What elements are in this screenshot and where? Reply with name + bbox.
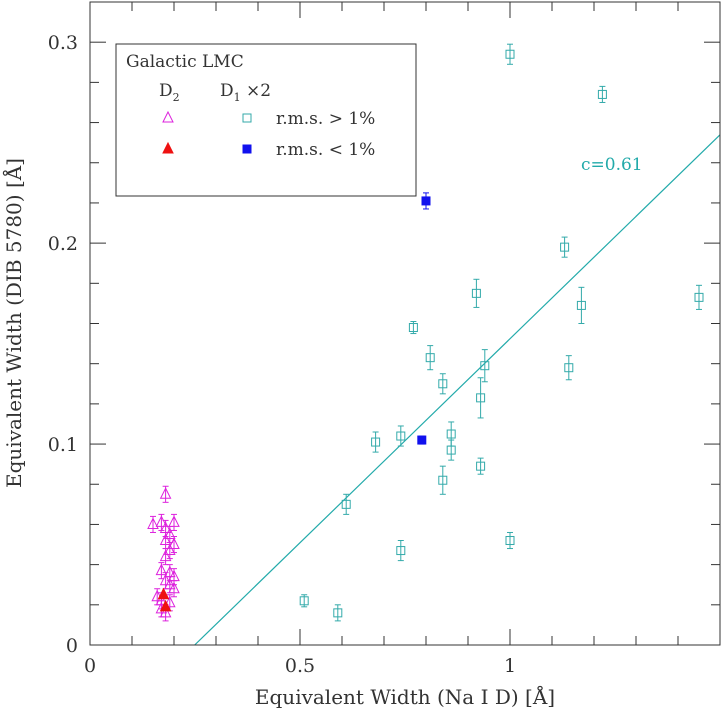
legend-col1-subscript: 2 <box>173 91 180 104</box>
y-tick-label: 0 <box>66 635 78 657</box>
data-point <box>560 242 570 252</box>
data-point <box>480 361 490 371</box>
series-lmc-r-m-s-1- <box>299 43 704 622</box>
data-point <box>299 596 309 606</box>
data-point <box>396 431 406 441</box>
data-point <box>157 587 170 600</box>
x-tick-label: 0.5 <box>285 655 315 677</box>
data-point <box>417 435 427 445</box>
data-point <box>155 563 168 576</box>
data-point <box>564 363 574 373</box>
legend-col2: D1 ×2 <box>220 81 271 104</box>
data-point <box>505 536 515 546</box>
legend-marker-lmc-filled <box>242 144 252 154</box>
y-tick-label: 0.2 <box>48 233 78 255</box>
data-point <box>147 517 159 529</box>
data-point <box>576 300 586 310</box>
data-point <box>163 543 176 556</box>
series-lmc-r-m-s-1- <box>417 192 431 445</box>
data-points-layer <box>147 43 704 622</box>
data-point <box>159 605 172 618</box>
legend-col1: D2 <box>159 81 180 104</box>
data-point <box>408 323 418 333</box>
data-point <box>421 196 431 206</box>
y-axis-label: Equivalent Width (DIB 5780) [Å] <box>1 158 26 488</box>
x-tick-label: 1 <box>504 655 516 677</box>
legend-row2-label: r.m.s. < 1% <box>276 140 375 160</box>
data-point <box>396 546 406 556</box>
data-point <box>168 515 180 527</box>
data-point <box>446 445 456 455</box>
legend-header: Galactic LMC <box>126 52 244 72</box>
data-point <box>476 461 486 471</box>
legend-row1-label: r.m.s. > 1% <box>276 109 375 129</box>
legend-markers <box>162 110 252 154</box>
data-point <box>438 475 448 485</box>
axis-ticks: 0 0.5 1 0 0.1 0.2 0.3 <box>48 1 721 677</box>
data-point <box>159 549 172 562</box>
fit-line <box>194 134 721 646</box>
data-point <box>597 89 607 99</box>
data-point <box>155 515 168 527</box>
fit-annotation: c=0.61 <box>581 155 643 175</box>
legend-col2-letter: D <box>220 81 234 101</box>
legend-col2-subscript: 1 <box>234 91 241 104</box>
data-point <box>425 353 435 363</box>
data-point <box>163 595 176 608</box>
data-point <box>438 379 448 389</box>
y-tick-label: 0.3 <box>48 32 78 54</box>
legend-col2-suffix: ×2 <box>241 81 271 101</box>
data-point <box>476 393 486 403</box>
data-point <box>159 599 172 612</box>
data-point <box>159 573 172 586</box>
series-galactic-r-m-s-1- <box>157 587 172 612</box>
data-point <box>168 537 180 550</box>
data-point <box>371 437 381 447</box>
data-point <box>159 533 172 546</box>
data-point <box>333 608 343 618</box>
data-point <box>163 527 176 539</box>
data-point <box>163 577 176 590</box>
x-tick-label: 0 <box>84 655 96 677</box>
x-axis-label: Equivalent Width (Na I D) [Å] <box>255 684 555 709</box>
legend-marker-galactic-open <box>162 110 174 123</box>
data-point <box>471 288 481 298</box>
data-point <box>694 292 704 302</box>
legend-marker-lmc-open <box>242 113 252 123</box>
data-point <box>341 499 351 509</box>
data-point <box>446 429 456 439</box>
fit-line-layer <box>194 134 721 646</box>
legend: Galactic LMC D2 D1 ×2 r.m.s. > 1% r.m.s.… <box>115 43 417 197</box>
data-point <box>505 49 515 59</box>
legend-marker-galactic-filled <box>162 141 174 154</box>
data-point <box>159 487 172 499</box>
legend-col1-letter: D <box>159 81 173 101</box>
y-tick-label: 0.1 <box>48 434 78 456</box>
data-point <box>168 581 180 594</box>
legend-box <box>115 43 417 197</box>
